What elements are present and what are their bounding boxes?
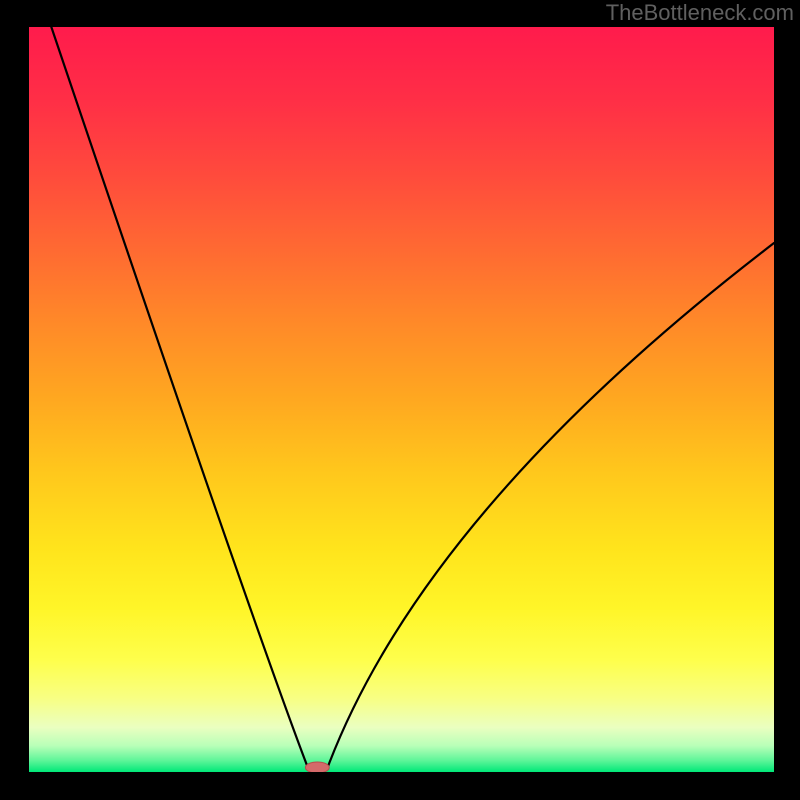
watermark-text: TheBottleneck.com [606, 0, 794, 26]
plot-background [29, 27, 774, 772]
bottleneck-chart [29, 27, 774, 772]
optimal-point-marker [305, 762, 329, 772]
